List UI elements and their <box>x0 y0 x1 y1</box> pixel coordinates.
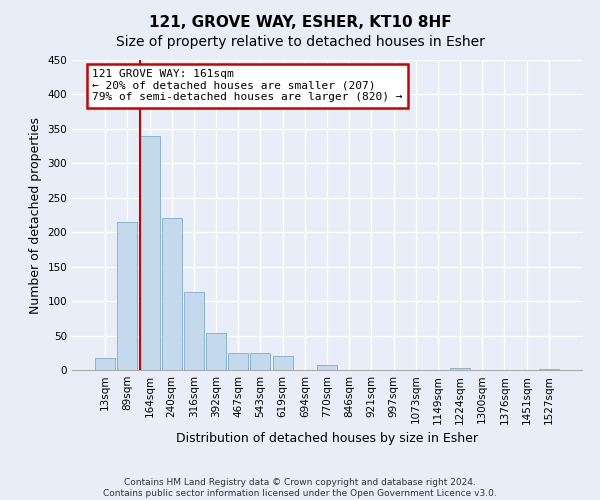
Bar <box>95 358 115 370</box>
Y-axis label: Number of detached properties: Number of detached properties <box>29 116 42 314</box>
Bar <box>118 222 137 370</box>
Text: Size of property relative to detached houses in Esher: Size of property relative to detached ho… <box>116 35 484 49</box>
Text: Contains HM Land Registry data © Crown copyright and database right 2024.
Contai: Contains HM Land Registry data © Crown c… <box>103 478 497 498</box>
Bar <box>184 292 204 370</box>
Bar <box>272 356 293 370</box>
Bar <box>539 368 559 370</box>
Text: 121 GROVE WAY: 161sqm
← 20% of detached houses are smaller (207)
79% of semi-det: 121 GROVE WAY: 161sqm ← 20% of detached … <box>92 70 403 102</box>
Bar <box>162 218 182 370</box>
Bar <box>206 334 226 370</box>
Bar <box>450 368 470 370</box>
Bar <box>250 354 271 370</box>
Bar <box>317 365 337 370</box>
X-axis label: Distribution of detached houses by size in Esher: Distribution of detached houses by size … <box>176 432 478 445</box>
Text: 121, GROVE WAY, ESHER, KT10 8HF: 121, GROVE WAY, ESHER, KT10 8HF <box>149 15 451 30</box>
Bar <box>140 136 160 370</box>
Bar <box>228 353 248 370</box>
